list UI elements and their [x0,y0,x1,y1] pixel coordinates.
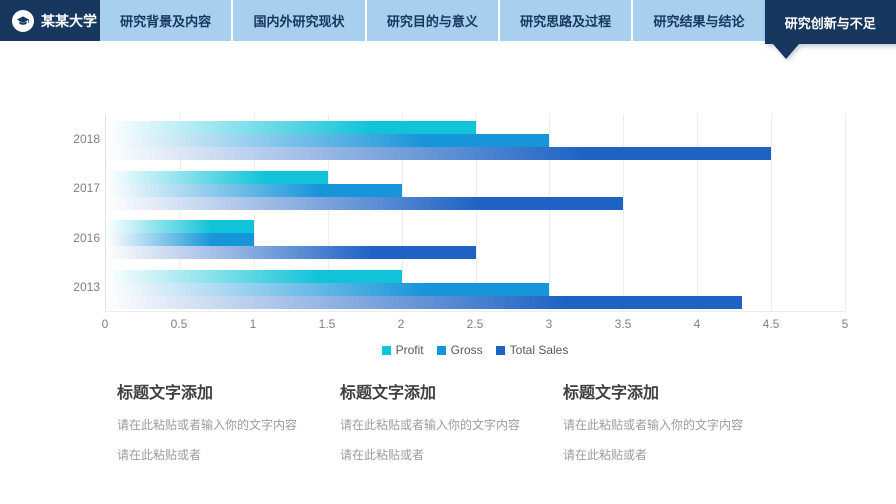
x-axis-tick-label: 4 [693,317,701,331]
gridline [253,114,255,311]
tab-research-process[interactable]: 研究思路及过程 [497,0,632,41]
gridline [327,114,329,311]
tab-research-innovation-active[interactable]: 研究创新与不足 [764,0,896,44]
graduation-cap-icon [12,9,34,32]
gridline [771,114,773,311]
legend-item-profit: Profit [381,343,424,357]
chart-row-2017: 2017 [73,164,845,214]
text-column-2: 标题文字添加 请在此粘贴或者输入你的文字内容 请在此粘贴或者 [340,379,563,476]
x-axis-tick-label: 0 [101,317,109,331]
chart-legend: Profit Gross Total Sales [105,343,845,357]
bar-profit-2018 [106,121,476,134]
bar-group-2016 [106,220,845,259]
chart-row-2013: 2013 [73,263,845,313]
x-axis-tick-label: 0.5 [170,317,188,331]
x-axis-tick-label: 2.5 [466,317,484,331]
chart-row-2016: 2016 [73,213,845,263]
bar-total-sales-2017 [106,196,624,210]
legend-label: Gross [450,343,483,357]
bar-total-sales-2018 [106,147,772,160]
x-axis-tick-label: 3 [545,317,553,331]
logo-text: 某某大学 [41,12,97,29]
tab-research-background[interactable]: 研究背景及内容 [100,0,232,41]
gridline [623,114,625,311]
column-body-line: 请在此粘贴或者输入你的文字内容 [340,418,521,432]
x-axis-tick-label: 5 [841,317,849,331]
text-column-3: 标题文字添加 请在此粘贴或者输入你的文字内容 请在此粘贴或者 [563,379,786,476]
column-title: 标题文字添加 [117,385,214,402]
column-body-line: 请在此粘贴或者 [563,448,648,462]
bar-total-sales-2016 [106,246,476,259]
legend-item-gross: Gross [436,343,483,357]
text-column-1: 标题文字添加 请在此粘贴或者输入你的文字内容 请在此粘贴或者 [117,379,340,476]
bar-group-2018 [106,121,845,160]
chart-row-2018: 2018 [73,114,845,164]
y-axis-category-label: 2013 [73,280,100,295]
university-logo: 某某大学 [0,0,100,41]
tab-research-purpose[interactable]: 研究目的与意义 [364,0,498,41]
column-title: 标题文字添加 [340,385,437,402]
gridline [845,114,846,311]
column-body-line: 请在此粘贴或者 [117,448,202,462]
gridline [549,114,551,311]
x-axis-tick-label: 1.5 [318,317,336,331]
y-axis-category-label: 2018 [73,131,100,146]
bar-total-sales-2013 [106,295,742,309]
bar-group-2013 [106,269,845,309]
gridline [179,114,181,311]
bar-gross-2016 [106,233,254,246]
bar-profit-2017 [106,170,328,184]
x-axis-tick-label: 2 [397,317,405,331]
gridline [401,114,403,311]
x-axis: 0 0.5 1 1.5 2 2.5 3 3.5 4 4.5 5 [101,317,849,332]
legend-swatch [381,345,391,355]
y-axis-category-label: 2017 [73,181,100,196]
bar-gross-2013 [106,282,550,296]
top-nav-bar: 某某大学 研究背景及内容 国内外研究现状 研究目的与意义 研究思路及过程 研究结… [0,0,896,44]
bar-chart-plot-area: 2018 2017 2016 2013 [73,114,846,313]
column-body-line: 请在此粘贴或者输入你的文字内容 [563,418,744,432]
x-axis-tick-label: 3.5 [614,317,632,331]
bar-gross-2018 [106,134,550,147]
legend-swatch [495,345,505,355]
column-body-line: 请在此粘贴或者 [340,448,425,462]
legend-item-total-sales: Total Sales [495,343,569,357]
legend-label: Total Sales [509,343,569,357]
legend-swatch [436,345,446,355]
text-columns: 标题文字添加 请在此粘贴或者输入你的文字内容 请在此粘贴或者 标题文字添加 请在… [117,379,786,476]
gridline [475,114,477,311]
bar-gross-2017 [106,183,402,197]
gridline [697,114,699,311]
x-axis-tick-label: 4.5 [762,317,780,331]
bar-group-2017 [106,170,845,210]
column-body-line: 请在此粘贴或者输入你的文字内容 [117,418,298,432]
tab-research-results[interactable]: 研究结果与结论 [631,0,765,41]
bar-profit-2016 [106,220,254,233]
bar-profit-2013 [106,269,402,283]
legend-label: Profit [395,343,424,357]
x-axis-tick-label: 1 [249,317,257,331]
tab-research-status[interactable]: 国内外研究现状 [231,0,365,41]
y-axis-category-label: 2016 [73,230,100,245]
column-title: 标题文字添加 [563,385,660,402]
